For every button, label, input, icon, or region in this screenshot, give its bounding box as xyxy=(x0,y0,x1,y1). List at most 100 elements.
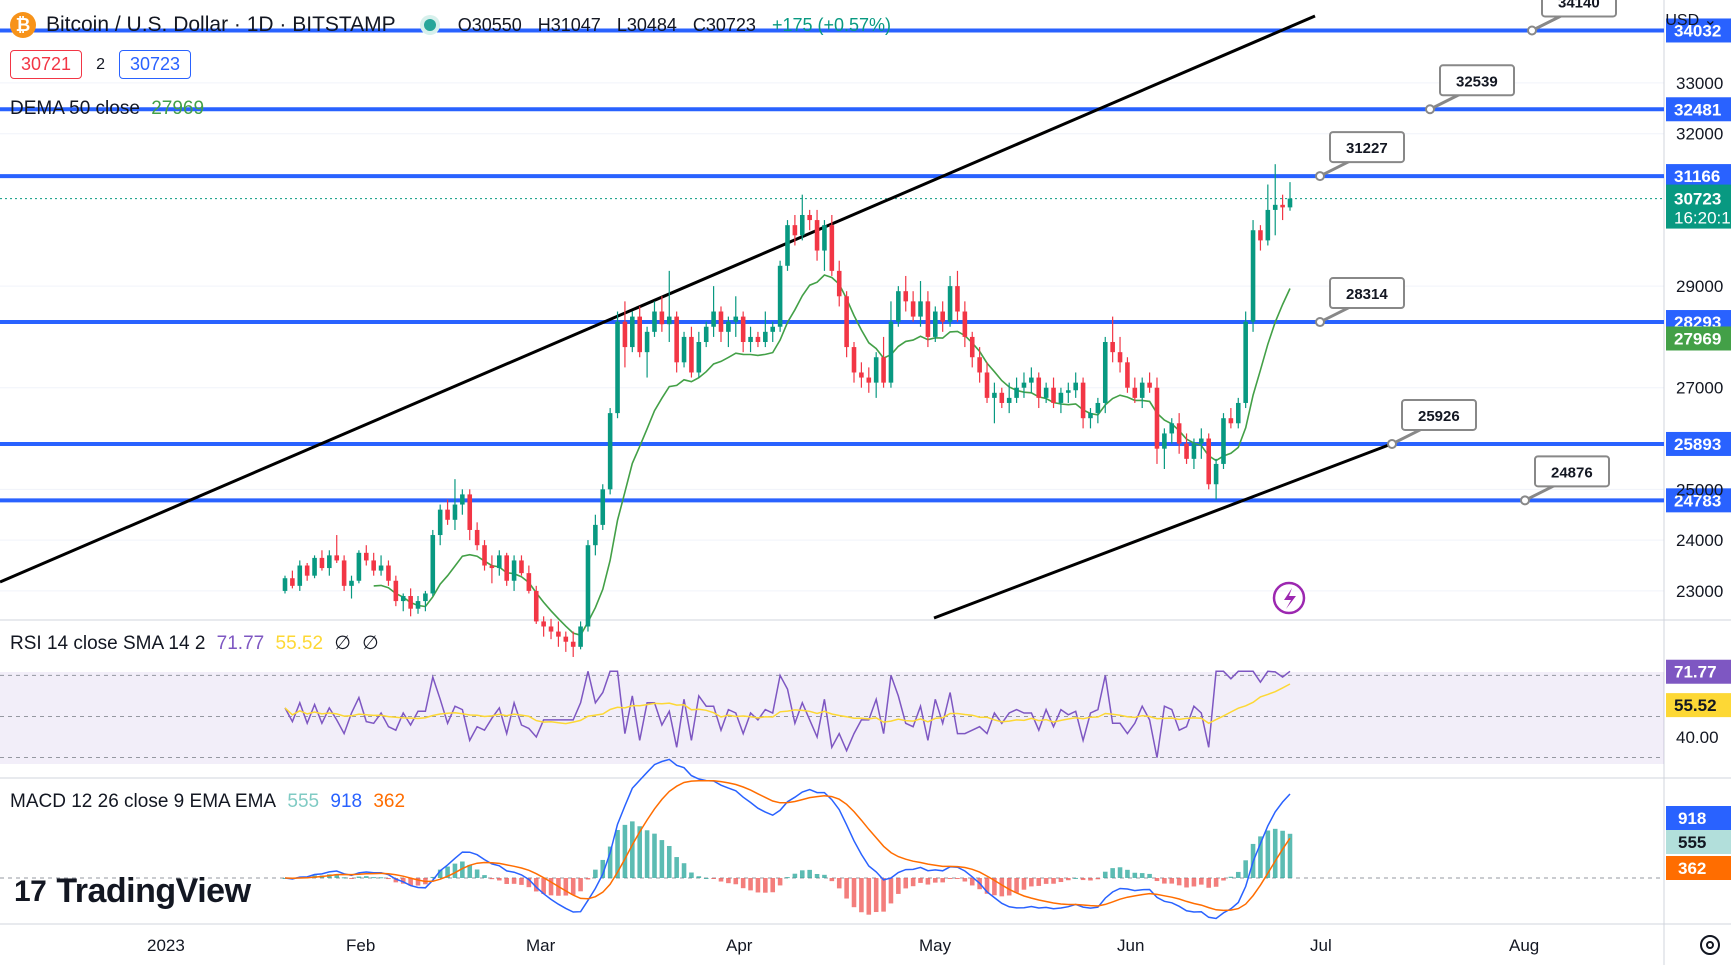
candle-body[interactable] xyxy=(1265,209,1271,241)
candle-body[interactable] xyxy=(674,316,679,363)
channel-lower-line[interactable] xyxy=(933,441,1395,620)
candle[interactable] xyxy=(497,550,502,576)
candle-body[interactable] xyxy=(918,301,923,317)
candle-body[interactable] xyxy=(1043,387,1049,398)
candle[interactable] xyxy=(319,550,325,571)
candle-body[interactable] xyxy=(607,413,613,490)
candle-body[interactable] xyxy=(999,392,1005,403)
callout-box[interactable] xyxy=(1329,277,1405,310)
candle-body[interactable] xyxy=(1154,387,1160,449)
level-axis-badge[interactable] xyxy=(1666,164,1731,189)
candle-body[interactable] xyxy=(644,331,650,353)
candle[interactable] xyxy=(969,331,975,368)
level-axis-badge[interactable] xyxy=(1666,488,1731,513)
candle[interactable] xyxy=(1095,397,1101,424)
candle-body[interactable] xyxy=(873,357,879,383)
candle[interactable] xyxy=(556,621,561,647)
candle[interactable] xyxy=(1169,418,1175,444)
candle[interactable] xyxy=(570,631,576,657)
candle-body[interactable] xyxy=(1176,423,1182,444)
candle[interactable] xyxy=(578,621,583,650)
candle[interactable] xyxy=(977,347,982,383)
candle-body[interactable] xyxy=(748,336,753,342)
candle[interactable] xyxy=(1199,428,1204,459)
candle-body[interactable] xyxy=(526,573,532,591)
candle-body[interactable] xyxy=(696,341,702,373)
candle[interactable] xyxy=(1162,428,1167,469)
candle[interactable] xyxy=(371,552,376,576)
candle[interactable] xyxy=(1021,372,1027,398)
candle[interactable] xyxy=(792,214,798,246)
candle[interactable] xyxy=(770,321,776,342)
candle[interactable] xyxy=(474,522,480,551)
candle[interactable] xyxy=(748,326,753,353)
candle[interactable] xyxy=(593,514,598,556)
candle-body[interactable] xyxy=(1117,352,1123,363)
candle-body[interactable] xyxy=(1272,204,1278,210)
candle-body[interactable] xyxy=(955,286,960,312)
candle[interactable] xyxy=(400,593,406,612)
candle[interactable] xyxy=(1036,372,1042,409)
candle[interactable] xyxy=(740,311,746,353)
candle[interactable] xyxy=(526,565,532,594)
candle[interactable] xyxy=(881,336,886,388)
candle[interactable] xyxy=(423,590,428,612)
candle[interactable] xyxy=(755,331,761,348)
candle[interactable] xyxy=(452,479,458,530)
candle[interactable] xyxy=(282,575,288,594)
candle-body[interactable] xyxy=(1147,382,1152,388)
candle-body[interactable] xyxy=(652,311,657,332)
callout-box[interactable] xyxy=(1534,455,1610,488)
candle-body[interactable] xyxy=(371,560,376,571)
last-price-badge[interactable] xyxy=(1666,184,1731,229)
candle[interactable] xyxy=(896,286,901,327)
sell-button[interactable]: 30721 xyxy=(10,50,83,79)
candle-body[interactable] xyxy=(1184,443,1189,459)
candle-body[interactable] xyxy=(363,552,369,561)
candle[interactable] xyxy=(1213,458,1219,500)
candle[interactable] xyxy=(327,550,332,576)
candle[interactable] xyxy=(430,529,436,597)
candle[interactable] xyxy=(888,301,894,388)
candle-body[interactable] xyxy=(1006,397,1012,403)
candle[interactable] xyxy=(489,555,495,584)
candle[interactable] xyxy=(1080,377,1086,429)
candle-body[interactable] xyxy=(1021,382,1027,388)
candle[interactable] xyxy=(1006,382,1012,414)
candle[interactable] xyxy=(1184,433,1189,464)
candle-body[interactable] xyxy=(393,580,399,602)
candle-body[interactable] xyxy=(896,291,901,322)
candle-body[interactable] xyxy=(777,265,783,327)
candle[interactable] xyxy=(999,387,1005,409)
candle[interactable] xyxy=(1272,164,1278,236)
candle[interactable] xyxy=(615,311,620,419)
dema-axis-badge[interactable] xyxy=(1666,326,1731,351)
candle-body[interactable] xyxy=(785,225,790,266)
candle[interactable] xyxy=(600,484,606,530)
candle[interactable] xyxy=(637,306,642,358)
candle[interactable] xyxy=(386,560,391,586)
candle-body[interactable] xyxy=(415,601,421,609)
candle-body[interactable] xyxy=(386,565,391,581)
candle[interactable] xyxy=(460,489,465,515)
candle[interactable] xyxy=(297,560,303,591)
candle-body[interactable] xyxy=(1014,387,1019,398)
candle[interactable] xyxy=(910,291,916,322)
candle-body[interactable] xyxy=(1169,423,1175,434)
candle-body[interactable] xyxy=(814,220,820,251)
candle-body[interactable] xyxy=(474,529,480,546)
candle[interactable] xyxy=(822,220,827,271)
candle-body[interactable] xyxy=(1162,433,1167,449)
candle-body[interactable] xyxy=(423,593,428,602)
candle[interactable] xyxy=(696,331,702,378)
callout-box[interactable] xyxy=(1401,398,1477,431)
candle-body[interactable] xyxy=(984,372,990,398)
level-axis-badge[interactable] xyxy=(1666,18,1731,43)
candle[interactable] xyxy=(984,362,990,403)
candle[interactable] xyxy=(1132,377,1138,403)
candle[interactable] xyxy=(873,352,879,398)
candles[interactable] xyxy=(282,164,1293,657)
candle[interactable] xyxy=(851,341,857,383)
candle[interactable] xyxy=(1066,382,1071,403)
candle-body[interactable] xyxy=(726,321,731,332)
